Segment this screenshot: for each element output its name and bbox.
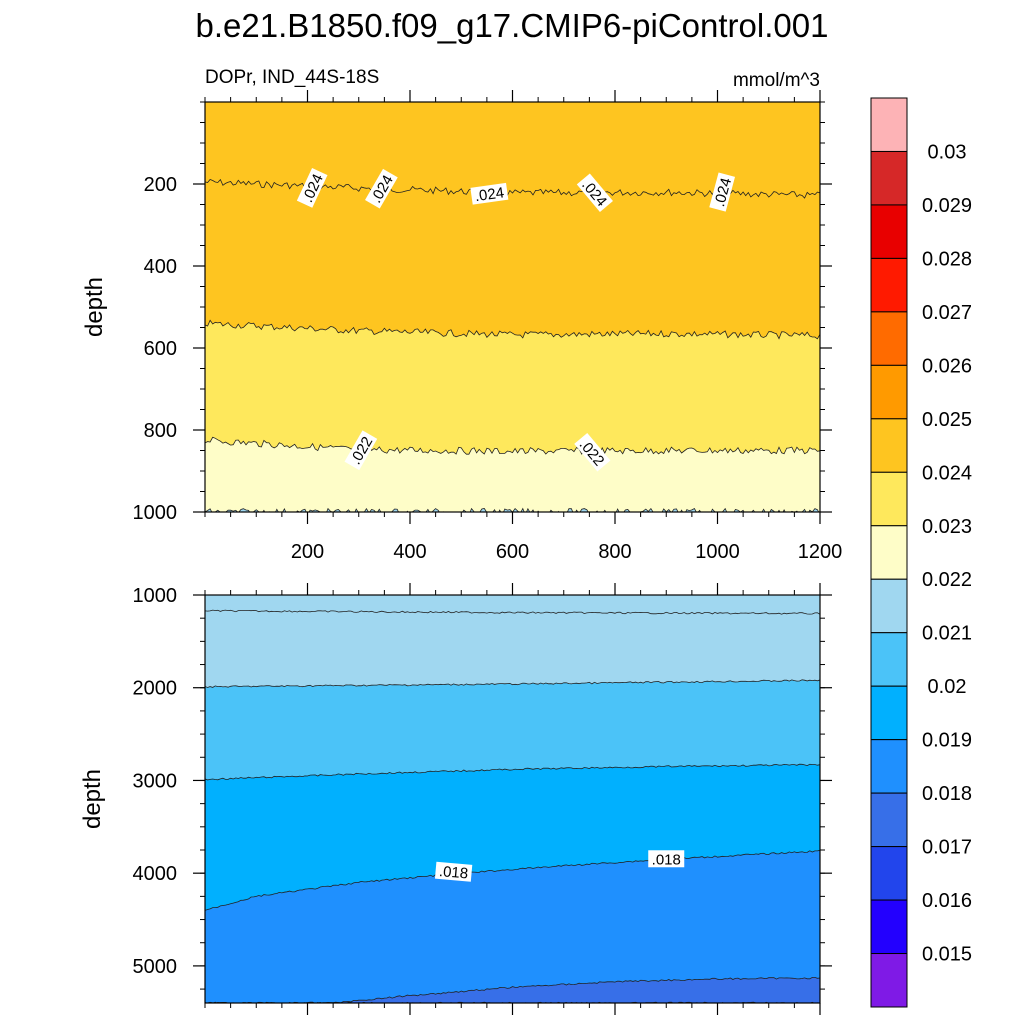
lower-panel: .018 .018 1000 2000 3000 4000 5000 depth — [79, 583, 832, 1015]
colorbar-label: 0.024 — [922, 462, 972, 484]
y-axis-label: depth — [79, 769, 106, 829]
contour-line-0.022 — [205, 436, 820, 456]
colorbar-label: 0.018 — [922, 783, 972, 805]
colorbar-label: 0.025 — [922, 409, 972, 431]
y-tick-label: 3000 — [133, 770, 178, 792]
contour-label-text: .024 — [474, 184, 505, 205]
colorbar-swatch — [870, 846, 908, 901]
y-tick-label: 2000 — [133, 678, 178, 700]
colorbar-swatch — [870, 97, 908, 152]
colorbar-label: 0.015 — [922, 944, 972, 966]
colorbar-swatch — [870, 525, 908, 580]
y-tick-label: 800 — [144, 420, 177, 442]
colorbar-label: 0.016 — [922, 890, 972, 912]
colorbar-swatch — [870, 632, 908, 687]
contour-label: .024 — [470, 182, 509, 205]
contour-line-0.021 — [205, 609, 820, 615]
colorbar-label: 0.021 — [922, 623, 972, 645]
subtitle-right: mmol/m^3 — [733, 70, 820, 91]
contour-label: .024 — [709, 172, 735, 212]
contour-label-text: .018 — [438, 863, 469, 882]
colorbar-swatch — [870, 792, 908, 848]
contour-line-0.02 — [205, 679, 820, 688]
colorbar-swatch — [870, 311, 908, 366]
contour-line-0.023 — [205, 319, 820, 340]
colorbar-label: 0.017 — [922, 837, 972, 859]
colorbar-swatch — [870, 953, 908, 1008]
x-tick-label: 1000 — [695, 541, 740, 563]
colorbar-swatch — [870, 150, 908, 206]
y-tick-label: 1000 — [133, 585, 178, 607]
colorbar-label: 0.028 — [922, 248, 972, 270]
colorbar-label: 0.019 — [922, 730, 972, 752]
y-tick-label: 5000 — [133, 956, 178, 978]
y-tick-label: 600 — [144, 338, 177, 360]
x-tick-label: 400 — [393, 541, 426, 563]
contour-label-text: .018 — [652, 851, 681, 868]
colorbar-label: 0.026 — [922, 355, 972, 377]
colorbar-swatch — [870, 418, 908, 473]
colorbar-label: 0.029 — [922, 195, 972, 217]
colorbar-swatch — [870, 471, 908, 527]
colorbar-label: 0.03 — [928, 141, 967, 163]
colorbar-label: 0.027 — [922, 302, 972, 324]
upper-panel: .024.024.024.024.024.022.022200400600800… — [81, 90, 842, 563]
colorbar-swatch — [870, 578, 908, 634]
subtitle-left: DOPr, IND_44S-18S — [205, 67, 379, 88]
colorbar-swatch — [870, 899, 908, 955]
x-tick-label: 800 — [598, 541, 631, 563]
x-tick-label: 600 — [496, 541, 529, 563]
colorbar: 0.03 0.029 0.028 0.027 0.026 0.025 0.024 0.023 0… — [870, 97, 972, 1008]
contour-line-0.019 — [205, 763, 820, 781]
y-tick-label: 400 — [144, 256, 177, 278]
contour-label: .018 — [434, 861, 473, 882]
colorbar-label: 0.022 — [922, 569, 972, 591]
x-tick-label: 200 — [291, 541, 324, 563]
contour-label-text: .024 — [711, 176, 735, 209]
colorbar-label: 0.02 — [928, 676, 967, 698]
band-0.018 — [205, 850, 820, 1003]
colorbar-swatch — [870, 364, 908, 420]
y-axis-label: depth — [81, 277, 108, 337]
contour-line-0.018 — [205, 849, 820, 911]
colorbar-swatch — [870, 685, 908, 741]
colorbar-label: 0.023 — [922, 516, 972, 538]
y-tick-label: 1000 — [133, 502, 178, 524]
colorbar-swatch — [870, 257, 908, 313]
x-tick-label: 1200 — [798, 541, 843, 563]
figure-title: b.e21.B1850.f09_g17.CMIP6-piControl.001 — [196, 7, 829, 44]
band-0.017 — [205, 977, 820, 1003]
contour-label: .018 — [648, 850, 685, 868]
colorbar-swatch — [870, 204, 908, 259]
y-tick-label: 200 — [144, 174, 177, 196]
colorbar-swatch — [870, 739, 908, 794]
y-tick-label: 4000 — [133, 863, 178, 885]
